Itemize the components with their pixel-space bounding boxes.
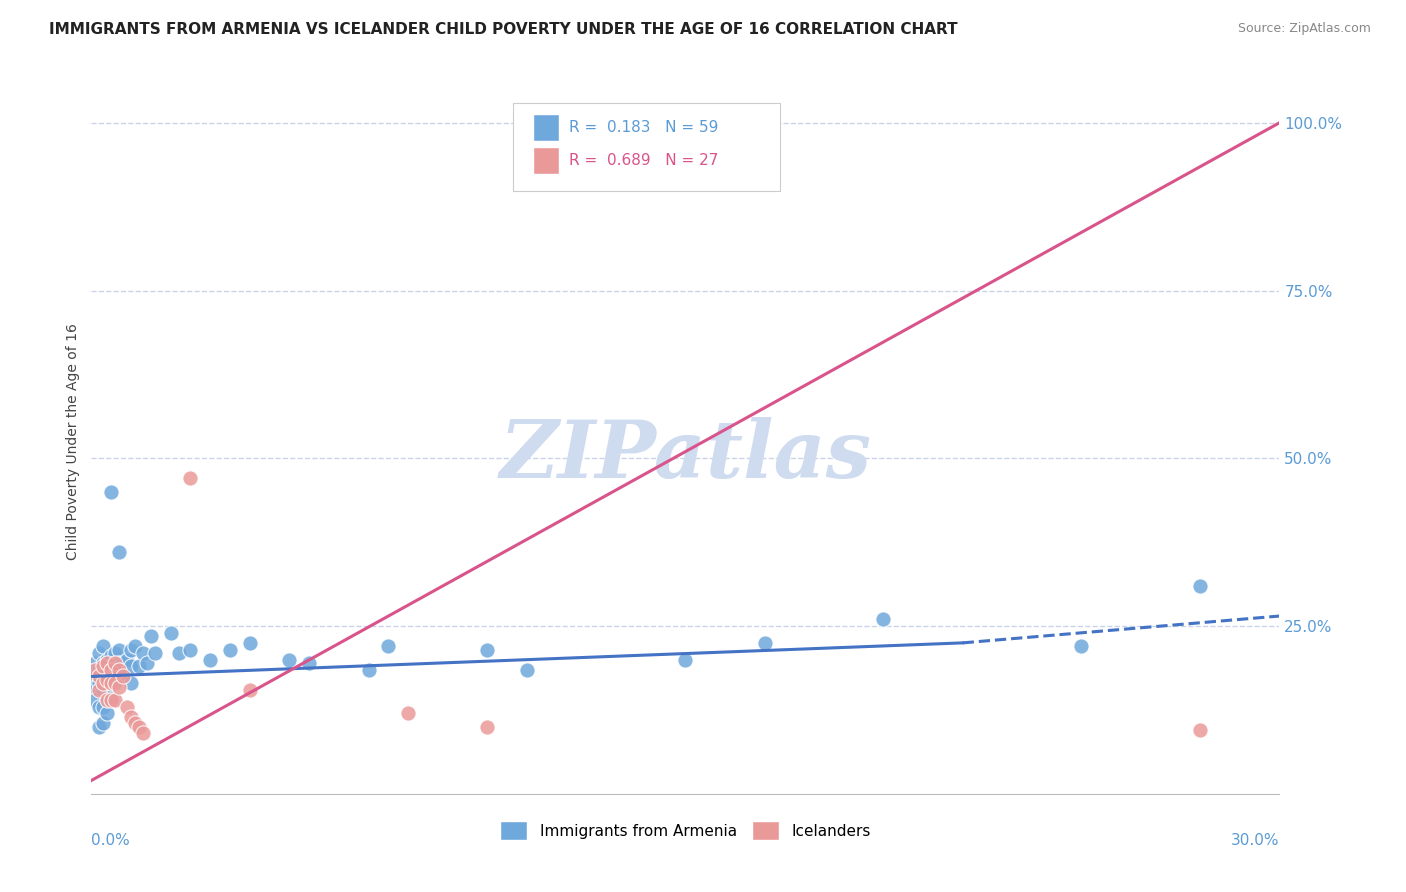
- Point: [108, 656, 131, 670]
- Point: [96, 673, 118, 687]
- Point: [100, 676, 122, 690]
- Point: [112, 669, 135, 683]
- Point: [167, 646, 190, 660]
- Point: [143, 646, 166, 660]
- Point: [108, 545, 131, 559]
- Text: 30.0%: 30.0%: [1232, 832, 1279, 847]
- FancyBboxPatch shape: [533, 147, 560, 174]
- Point: [135, 656, 157, 670]
- Point: [104, 659, 127, 673]
- Point: [128, 659, 150, 673]
- Point: [84, 693, 107, 707]
- Point: [120, 709, 142, 723]
- Point: [132, 726, 155, 740]
- Point: [120, 676, 142, 690]
- Point: [100, 693, 122, 707]
- Point: [115, 699, 138, 714]
- Point: [84, 680, 107, 694]
- Point: [84, 656, 107, 670]
- Point: [89, 646, 111, 660]
- Point: [179, 471, 201, 485]
- Point: [100, 484, 122, 499]
- Point: [96, 690, 118, 704]
- Point: [124, 716, 146, 731]
- Point: [96, 706, 118, 721]
- Point: [91, 659, 114, 673]
- Point: [477, 642, 499, 657]
- Point: [89, 676, 111, 690]
- Point: [200, 653, 222, 667]
- Point: [91, 639, 114, 653]
- Point: [377, 639, 399, 653]
- Point: [91, 699, 114, 714]
- Point: [96, 663, 118, 677]
- Point: [91, 669, 114, 683]
- Point: [100, 649, 122, 664]
- Point: [89, 699, 111, 714]
- Text: R =  0.183   N = 59: R = 0.183 N = 59: [569, 120, 718, 135]
- Point: [100, 690, 122, 704]
- Point: [91, 676, 114, 690]
- Point: [91, 682, 114, 697]
- Point: [128, 720, 150, 734]
- Point: [298, 656, 321, 670]
- Point: [239, 682, 262, 697]
- Point: [89, 669, 111, 683]
- Point: [112, 666, 135, 681]
- Point: [84, 663, 107, 677]
- Point: [139, 629, 162, 643]
- Point: [89, 720, 111, 734]
- Point: [96, 653, 118, 667]
- Point: [108, 680, 131, 694]
- Point: [278, 653, 301, 667]
- Point: [673, 653, 696, 667]
- Point: [108, 663, 131, 677]
- Text: ZIPatlas: ZIPatlas: [499, 417, 872, 494]
- Point: [124, 639, 146, 653]
- Text: Source: ZipAtlas.com: Source: ZipAtlas.com: [1237, 22, 1371, 36]
- Point: [104, 676, 127, 690]
- Point: [239, 636, 262, 650]
- Point: [91, 656, 114, 670]
- FancyBboxPatch shape: [533, 114, 560, 141]
- Point: [89, 682, 111, 697]
- Point: [754, 636, 776, 650]
- Point: [115, 653, 138, 667]
- Point: [357, 663, 380, 677]
- Point: [96, 693, 118, 707]
- Point: [872, 612, 894, 626]
- Point: [120, 642, 142, 657]
- Point: [96, 676, 118, 690]
- Point: [100, 663, 122, 677]
- Point: [84, 669, 107, 683]
- Point: [396, 706, 419, 721]
- Point: [1189, 723, 1212, 738]
- Point: [104, 656, 127, 670]
- Point: [104, 693, 127, 707]
- Point: [100, 663, 122, 677]
- Point: [96, 656, 118, 670]
- Point: [477, 720, 499, 734]
- Point: [1189, 579, 1212, 593]
- Point: [91, 716, 114, 731]
- Point: [132, 646, 155, 660]
- FancyBboxPatch shape: [513, 103, 780, 192]
- Text: R =  0.689   N = 27: R = 0.689 N = 27: [569, 153, 718, 168]
- Point: [120, 659, 142, 673]
- Point: [516, 663, 538, 677]
- Point: [104, 646, 127, 660]
- Point: [1070, 639, 1092, 653]
- Point: [100, 676, 122, 690]
- Text: 0.0%: 0.0%: [91, 832, 131, 847]
- Point: [112, 656, 135, 670]
- Y-axis label: Child Poverty Under the Age of 16: Child Poverty Under the Age of 16: [66, 323, 80, 560]
- Point: [219, 642, 242, 657]
- Point: [108, 642, 131, 657]
- Point: [159, 625, 181, 640]
- Point: [179, 642, 201, 657]
- Legend: Immigrants from Armenia, Icelanders: Immigrants from Armenia, Icelanders: [494, 815, 877, 847]
- Text: IMMIGRANTS FROM ARMENIA VS ICELANDER CHILD POVERTY UNDER THE AGE OF 16 CORRELATI: IMMIGRANTS FROM ARMENIA VS ICELANDER CHI…: [49, 22, 957, 37]
- Point: [89, 663, 111, 677]
